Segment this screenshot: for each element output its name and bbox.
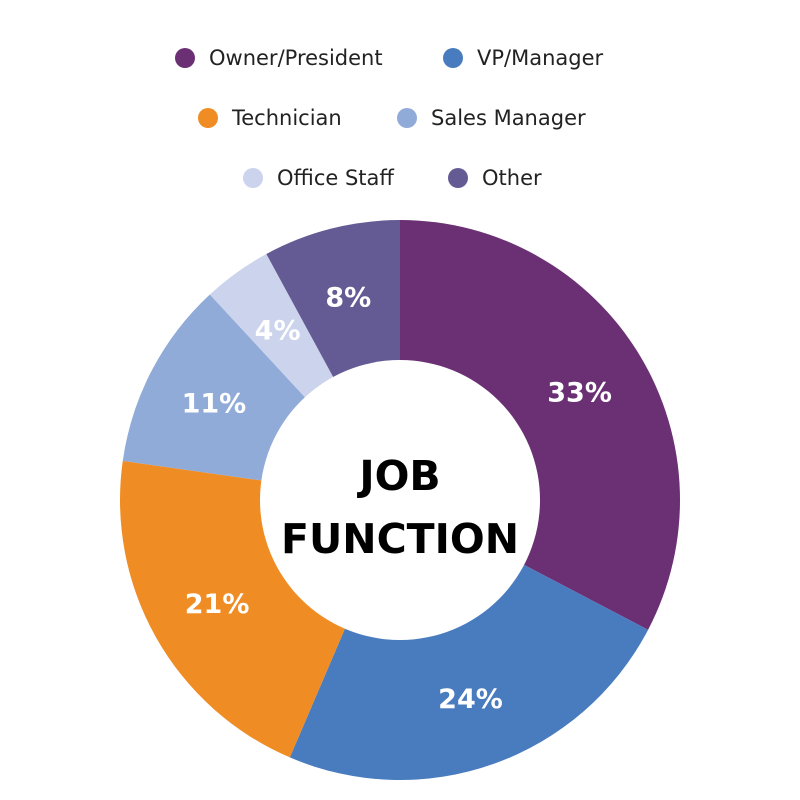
legend-label: Other <box>482 166 542 190</box>
legend-swatch-icon <box>243 168 263 188</box>
legend-label: Office Staff <box>277 166 394 190</box>
legend-swatch-icon <box>198 108 218 128</box>
legend-label: Sales Manager <box>431 106 586 130</box>
slice-label-vp-manager: 24% <box>438 684 503 715</box>
legend-swatch-icon <box>448 168 468 188</box>
legend-item-owner-president: Owner/President <box>175 43 383 73</box>
legend-swatch-icon <box>175 48 195 68</box>
slice-label-technician: 21% <box>185 589 250 620</box>
center-title-line-1: JOB <box>356 452 440 500</box>
legend-swatch-icon <box>443 48 463 68</box>
legend-label: Owner/President <box>209 46 383 70</box>
slice-label-sales-manager: 11% <box>182 389 247 420</box>
legend-item-sales-manager: Sales Manager <box>397 103 586 133</box>
slice-label-office-staff: 4% <box>255 315 301 346</box>
legend-label: Technician <box>232 106 342 130</box>
slice-label-other: 8% <box>325 283 371 314</box>
legend-item-vp-manager: VP/Manager <box>443 43 603 73</box>
slice-labels: 33% 24% 21% 11% 4% 8% <box>182 283 612 715</box>
legend-item-other: Other <box>448 163 542 193</box>
slice-label-owner-president: 33% <box>547 377 612 408</box>
donut-hole <box>260 360 540 640</box>
legend-item-office-staff: Office Staff <box>243 163 394 193</box>
chart-legend: Owner/President VP/Manager Technician Sales… <box>0 0 800 210</box>
legend-label: VP/Manager <box>477 46 604 70</box>
legend-swatch-icon <box>397 108 417 128</box>
legend-item-technician: Technician <box>198 103 342 133</box>
center-title-line-2: FUNCTION <box>281 515 519 563</box>
